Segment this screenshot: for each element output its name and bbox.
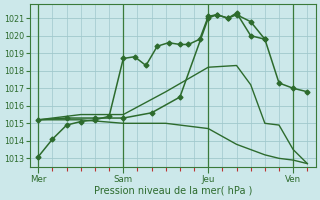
X-axis label: Pression niveau de la mer( hPa ): Pression niveau de la mer( hPa ) — [94, 186, 252, 196]
